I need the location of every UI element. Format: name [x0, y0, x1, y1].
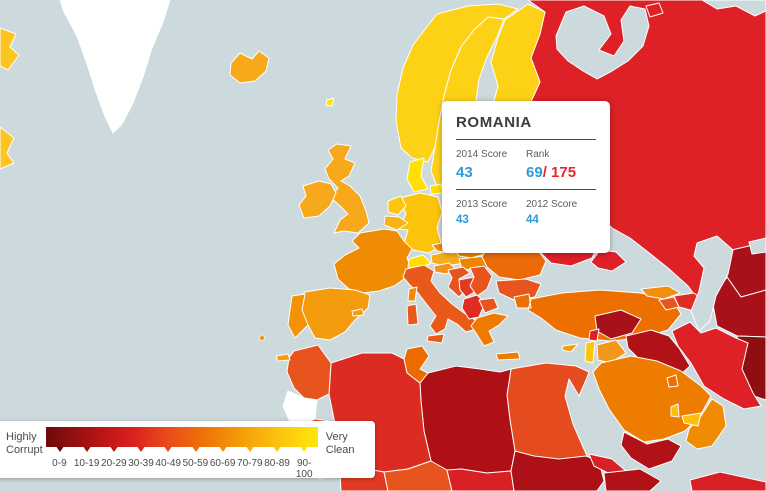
region-madeira[interactable] [259, 335, 265, 341]
legend-tick [164, 447, 172, 452]
region-turkmenistan[interactable] [711, 276, 766, 338]
region-israel[interactable] [584, 340, 596, 364]
legend-range: 0-9 [52, 458, 67, 469]
region-uae[interactable] [681, 412, 702, 427]
region-greece[interactable] [470, 312, 509, 347]
region-serbia[interactable] [469, 265, 493, 297]
legend-right-label: Very Clean [325, 431, 355, 457]
region-georgia[interactable] [640, 285, 681, 300]
score-2012-cell: 2012 Score 44 [526, 199, 596, 226]
region-sicily[interactable] [426, 333, 445, 344]
region-somalia[interactable] [689, 471, 766, 491]
legend-tick [246, 447, 254, 452]
score-2012-label: 2012 Score [526, 199, 578, 210]
region-iceland[interactable] [229, 50, 270, 84]
legend-left-label: Highly Corrupt [6, 431, 43, 457]
region-qatar[interactable] [670, 403, 680, 418]
popup-divider [456, 139, 596, 140]
rank-label: Rank [526, 149, 550, 160]
region-balearic-islands[interactable] [351, 308, 365, 317]
region-lebanon[interactable] [588, 328, 600, 342]
region-crete[interactable] [495, 351, 521, 361]
region-kuwait[interactable] [666, 374, 679, 388]
region-jordan[interactable] [596, 339, 627, 364]
aral-sea [748, 237, 766, 255]
legend-tick [110, 447, 118, 452]
region-faroe-islands[interactable] [325, 97, 335, 107]
region-niger[interactable] [383, 460, 453, 491]
region-ireland[interactable] [298, 180, 337, 219]
legend-gradient-bar [45, 427, 318, 452]
score-2014-label: 2014 Score [456, 149, 508, 160]
legend-tick [83, 447, 91, 452]
legend-tick [273, 447, 281, 452]
region-portugal[interactable] [287, 293, 309, 339]
legend-range: 40-49 [155, 458, 181, 469]
popup-history-scores: 2013 Score 43 2012 Score 44 [456, 199, 596, 226]
region-corsica[interactable] [407, 286, 418, 302]
region-libya[interactable] [419, 365, 516, 474]
popup-current-scores: 2014 Score 43 Rank 69/ 175 [456, 149, 596, 181]
legend-range: 80-89 [264, 458, 290, 469]
region-canada-north[interactable] [0, 27, 20, 71]
score-2013-label: 2013 Score [456, 199, 508, 210]
region-iraq[interactable] [625, 329, 691, 377]
legend-range: 90-100 [295, 458, 313, 480]
region-macedonia[interactable] [478, 297, 499, 314]
white-sea [555, 5, 650, 80]
rank-cell: Rank 69/ 175 [526, 149, 596, 181]
legend-tick [300, 447, 308, 452]
rank-value: 69/ 175 [526, 164, 596, 181]
legend-tick [56, 447, 64, 452]
rank-total: / 175 [542, 164, 577, 181]
legend-scale: 0-9 10-19 20-29 30-39 40-49 50-59 60-69 … [45, 426, 318, 480]
legend-tick [192, 447, 200, 452]
country-popup: ROMANIA 2014 Score 43 Rank 69/ 175 2013 … [442, 101, 610, 253]
region-oman[interactable] [685, 398, 727, 450]
region-canada-south[interactable] [0, 126, 15, 170]
region-italy[interactable] [402, 264, 478, 335]
region-iran[interactable] [671, 321, 762, 410]
region-uk[interactable] [324, 143, 370, 234]
score-2012-value: 44 [526, 214, 539, 226]
region-chad[interactable] [446, 468, 515, 491]
region-yemen[interactable] [620, 431, 682, 470]
score-2013-cell: 2013 Score 43 [456, 199, 526, 226]
popup-country-name: ROMANIA [456, 114, 532, 131]
region-ethiopia[interactable] [603, 468, 662, 491]
legend-range: 10-19 [73, 458, 100, 469]
region-bulgaria[interactable] [495, 278, 542, 301]
region-saudi-arabia[interactable] [592, 355, 712, 443]
legend-range-labels: 0-9 10-19 20-29 30-39 40-49 50-59 60-69 … [46, 458, 318, 480]
region-france[interactable] [333, 228, 413, 294]
rank-number: 69 [526, 164, 543, 181]
popup-divider [456, 189, 596, 190]
region-sardinia[interactable] [406, 303, 419, 326]
score-2014-value: 43 [456, 164, 473, 181]
map-legend: Highly Corrupt 0-9 10-19 20-29 30-39 [0, 421, 375, 480]
white-sea-island [645, 2, 664, 18]
caspian-sea [690, 235, 734, 332]
legend-range: 70-79 [237, 458, 263, 469]
score-2013-value: 43 [456, 214, 469, 226]
legend-tick [137, 447, 145, 452]
region-greenland[interactable] [59, 0, 171, 134]
region-netherlands[interactable] [387, 195, 407, 216]
region-belgium[interactable] [383, 215, 409, 231]
region-cyprus[interactable] [561, 343, 579, 353]
legend-range: 20-29 [101, 458, 127, 469]
legend-range: 30-39 [128, 458, 154, 469]
legend-tick [219, 447, 227, 452]
arctic-inlet [701, 0, 766, 17]
score-2014-cell: 2014 Score 43 [456, 149, 526, 181]
legend-range: 50-59 [182, 458, 209, 469]
region-canary-islands[interactable] [275, 353, 291, 362]
gradient-bar [45, 427, 318, 447]
region-sudan[interactable] [510, 450, 605, 491]
legend-range: 60-69 [209, 458, 236, 469]
